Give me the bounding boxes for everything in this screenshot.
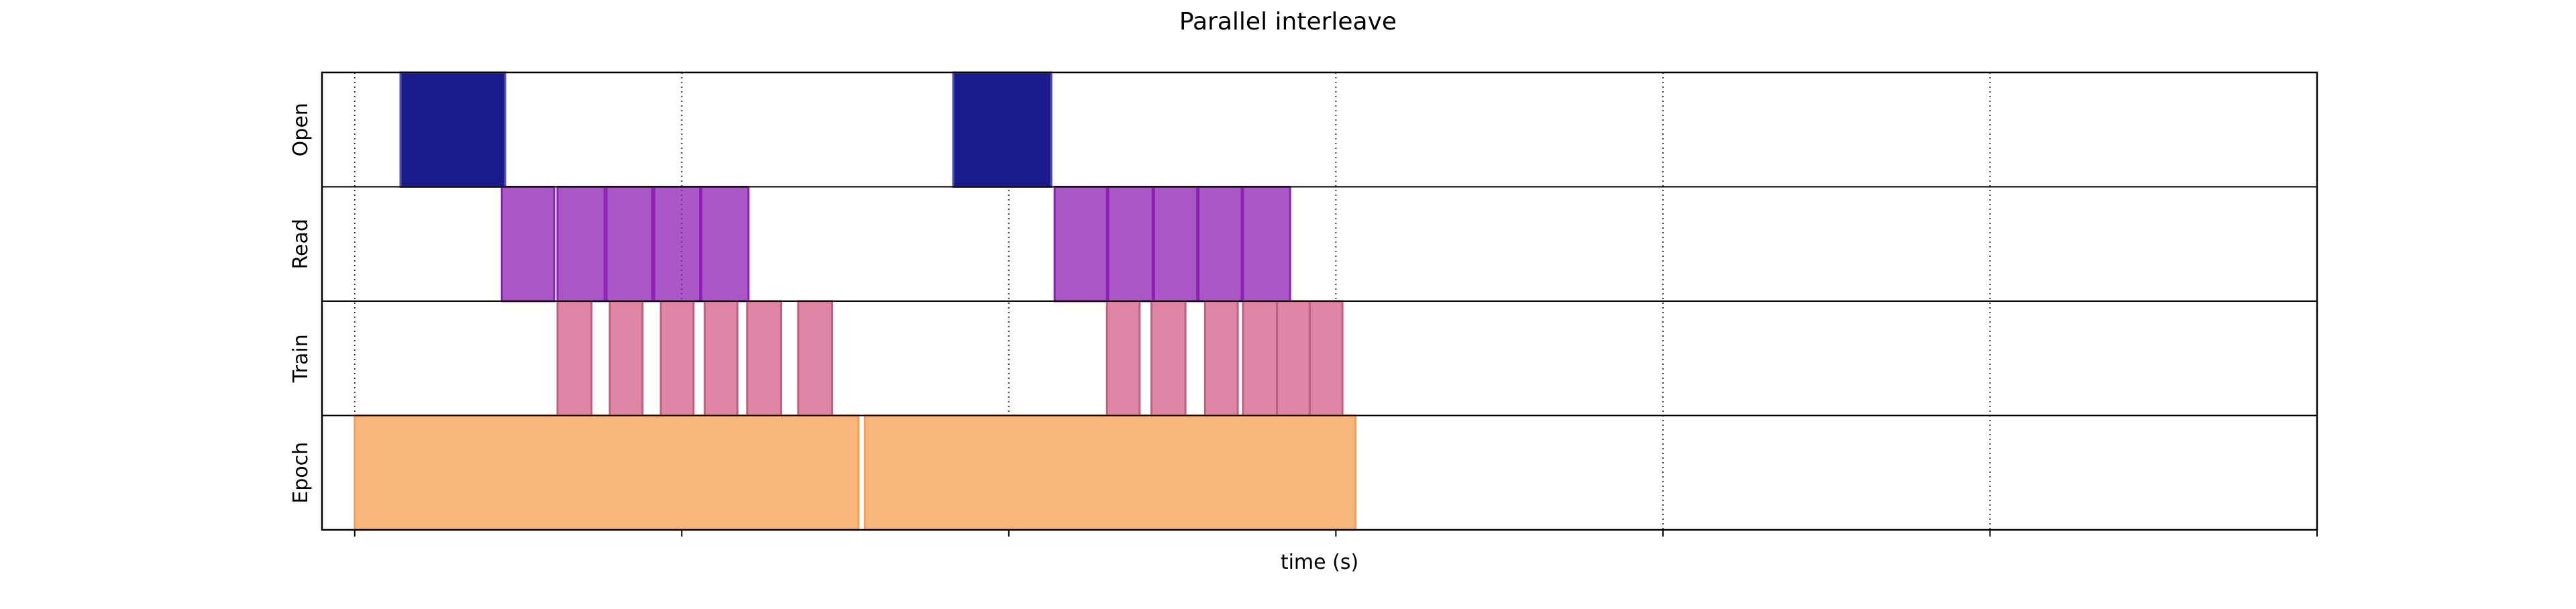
bars-layer (354, 71, 1357, 531)
bar-read (1152, 186, 1199, 302)
bar-train (1203, 300, 1239, 417)
frame-layer (321, 71, 2318, 537)
bar-read (500, 186, 555, 302)
bar-read (556, 186, 606, 302)
plot-frame (321, 71, 2318, 531)
bar-open (952, 71, 1053, 188)
chart-title: Parallel interleave (1179, 8, 1397, 36)
lane-label-read: Read (289, 219, 313, 269)
bar-train (556, 300, 593, 417)
bar-train (703, 300, 739, 417)
text-layer: Parallel interleave time (s) Open Read Tra… (289, 8, 1397, 574)
bar-read (653, 186, 702, 302)
x-axis-label: time (s) (1281, 551, 1358, 574)
bar-read (1107, 186, 1154, 302)
bar-train (608, 300, 644, 417)
bar-train (1276, 300, 1311, 417)
lane-label-open: Open (289, 103, 313, 156)
bar-train (1106, 300, 1141, 417)
bar-train (746, 300, 783, 417)
bar-train (659, 300, 695, 417)
bar-epoch (863, 414, 1357, 531)
bar-read (700, 186, 750, 302)
bar-train (1242, 300, 1279, 417)
lane-label-epoch: Epoch (289, 442, 313, 504)
bar-train (797, 300, 834, 417)
bar-open (399, 71, 506, 188)
bar-read (605, 186, 653, 302)
bar-read (1197, 186, 1243, 302)
bar-train (1308, 300, 1344, 417)
lane-label-train: Train (289, 334, 313, 383)
bar-read (1053, 186, 1108, 302)
bar-read (1242, 186, 1291, 302)
bar-epoch (354, 414, 860, 531)
bar-train (1150, 300, 1187, 417)
